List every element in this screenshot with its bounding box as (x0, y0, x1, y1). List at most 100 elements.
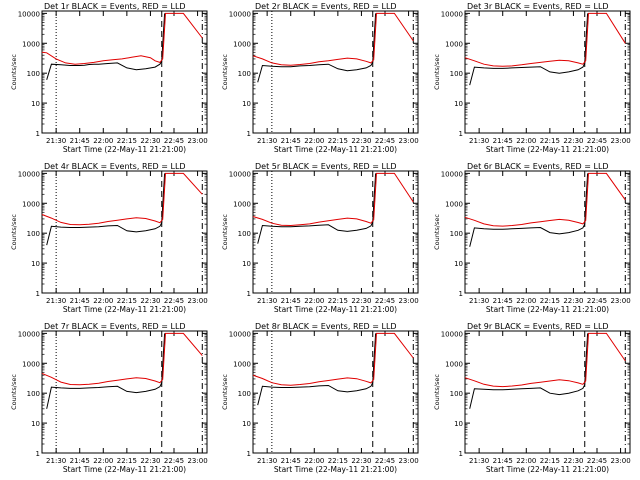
x-tick-label: 22:15 (117, 297, 137, 305)
x-tick-label: 22:30 (351, 297, 371, 305)
y-axis-label: Counts/sec (10, 54, 18, 90)
y-axis-label: Counts/sec (433, 214, 441, 250)
x-tick-label: 22:15 (540, 297, 560, 305)
x-axis-label: Start Time (22-May-11 21:21:00) (274, 145, 397, 154)
y-tick-label: 10 (242, 420, 251, 428)
y-tick-label: 10 (454, 100, 463, 108)
chart-panel-7: 1 10 100 1000 10000 21:30 21:45 22:00 22:15 22:30… (10, 322, 208, 474)
x-tick-label: 22:30 (140, 297, 160, 305)
series-line-events (46, 333, 166, 409)
series-line-events (469, 333, 589, 409)
x-axis-label: Start Time (22-May-11 21:21:00) (63, 145, 186, 154)
x-tick-label: 21:30 (469, 297, 489, 305)
chart-title: Det 4r BLACK = Events, RED = LLD (44, 162, 186, 171)
series-line-lld (252, 332, 414, 386)
x-tick-label: 22:00 (304, 137, 324, 145)
x-tick-label: 22:15 (328, 457, 348, 465)
y-tick-label: 1 (459, 130, 463, 138)
x-tick-label: 22:30 (140, 137, 160, 145)
x-tick-label: 21:30 (469, 137, 489, 145)
x-tick-label: 21:45 (493, 457, 513, 465)
x-tick-label: 22:45 (375, 297, 395, 305)
x-tick-label: 21:30 (257, 457, 277, 465)
y-tick-label: 1000 (445, 360, 463, 368)
y-tick-label: 100 (238, 390, 251, 398)
series-line-events (46, 173, 166, 246)
y-axis-label: Counts/sec (221, 54, 229, 90)
y-axis-label: Counts/sec (221, 214, 229, 250)
x-axis-label: Start Time (22-May-11 21:21:00) (274, 305, 397, 314)
y-tick-label: 1 (247, 290, 251, 298)
x-tick-label: 21:45 (281, 457, 301, 465)
plot-frame (252, 170, 419, 294)
plot-frame (41, 170, 208, 294)
y-tick-label: 10000 (441, 10, 463, 18)
series-line-lld (41, 172, 203, 226)
plot-frame (252, 330, 419, 454)
x-tick-label: 22:30 (351, 457, 371, 465)
chart-panel-3: 1 10 100 1000 10000 21:30 21:45 22:00 22:15 22:30… (433, 2, 631, 154)
y-tick-label: 10000 (229, 170, 251, 178)
x-tick-label: 21:30 (46, 137, 66, 145)
y-tick-label: 1000 (22, 40, 40, 48)
y-tick-label: 1000 (22, 360, 40, 368)
x-tick-label: 22:30 (563, 457, 583, 465)
y-tick-label: 10000 (18, 330, 40, 338)
y-tick-label: 1 (247, 450, 251, 458)
chart-panel-4: 1 10 100 1000 10000 21:30 21:45 22:00 22:15 22:30… (10, 162, 208, 314)
x-tick-label: 21:45 (281, 297, 301, 305)
x-tick-label: 23:00 (610, 457, 630, 465)
y-tick-label: 10000 (441, 330, 463, 338)
y-tick-label: 10000 (18, 170, 40, 178)
y-tick-label: 10 (454, 420, 463, 428)
y-tick-label: 1000 (233, 360, 251, 368)
series-line-events (469, 173, 589, 247)
y-tick-label: 1000 (233, 200, 251, 208)
x-tick-label: 22:00 (516, 137, 536, 145)
y-tick-label: 1 (36, 290, 40, 298)
y-tick-label: 1 (459, 450, 463, 458)
series-line-events (257, 173, 377, 244)
x-tick-label: 21:45 (281, 137, 301, 145)
series-line-lld (464, 12, 626, 67)
y-tick-label: 1000 (22, 200, 40, 208)
x-tick-label: 22:30 (563, 297, 583, 305)
x-tick-label: 22:45 (375, 137, 395, 145)
x-tick-label: 22:00 (93, 457, 113, 465)
chart-panel-2: 1 10 100 1000 10000 21:30 21:45 22:00 22:15 22:30… (221, 2, 419, 154)
y-tick-label: 10 (454, 260, 463, 268)
x-tick-label: 22:45 (164, 457, 184, 465)
x-tick-label: 21:45 (70, 297, 90, 305)
series-line-events (46, 13, 166, 80)
x-tick-label: 23:00 (398, 137, 418, 145)
x-axis-label: Start Time (22-May-11 21:21:00) (486, 145, 609, 154)
chart-title: Det 5r BLACK = Events, RED = LLD (255, 162, 397, 171)
x-tick-label: 23:00 (610, 137, 630, 145)
y-axis-label: Counts/sec (433, 54, 441, 90)
x-tick-label: 21:45 (493, 297, 513, 305)
chart-panel-1: 1 10 100 1000 10000 21:30 21:45 22:00 22:15 22:30… (10, 2, 208, 154)
series-line-lld (252, 12, 414, 66)
y-tick-label: 100 (27, 390, 40, 398)
y-tick-label: 10 (242, 100, 251, 108)
y-tick-label: 10 (31, 260, 40, 268)
y-tick-label: 10 (31, 420, 40, 428)
x-axis-label: Start Time (22-May-11 21:21:00) (486, 465, 609, 474)
series-line-lld (464, 172, 626, 227)
x-tick-label: 22:30 (351, 137, 371, 145)
y-tick-label: 1 (247, 130, 251, 138)
y-tick-label: 10 (31, 100, 40, 108)
y-tick-label: 10000 (229, 330, 251, 338)
x-tick-label: 22:45 (375, 457, 395, 465)
y-tick-label: 1000 (445, 200, 463, 208)
x-tick-label: 22:15 (117, 137, 137, 145)
y-axis-label: Counts/sec (221, 374, 229, 410)
x-tick-label: 23:00 (187, 297, 207, 305)
chart-title: Det 9r BLACK = Events, RED = LLD (467, 322, 609, 331)
y-tick-label: 10000 (18, 10, 40, 18)
x-tick-label: 22:00 (516, 297, 536, 305)
y-tick-label: 100 (27, 230, 40, 238)
chart-title: Det 1r BLACK = Events, RED = LLD (44, 2, 186, 11)
series-line-lld (252, 172, 414, 227)
x-tick-label: 21:45 (70, 457, 90, 465)
